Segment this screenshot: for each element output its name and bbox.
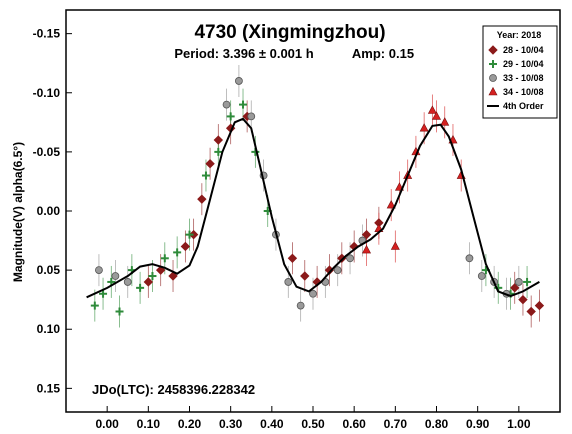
data-point-plus — [214, 147, 223, 156]
x-tick-label: 0.70 — [384, 417, 408, 431]
data-point-circle — [514, 278, 523, 286]
data-point-circle — [333, 266, 342, 275]
data-point-circle — [247, 112, 256, 121]
data-point-triangle — [390, 241, 400, 250]
legend-label: 34 - 10/08 — [503, 87, 544, 97]
data-point-plus — [523, 277, 532, 286]
legend-swatch-circle — [489, 74, 497, 82]
data-point-triangle — [386, 199, 396, 209]
data-point-diamond — [213, 135, 224, 145]
data-point-plus — [239, 100, 248, 109]
data-point-circle — [95, 266, 103, 275]
x-tick-label: 0.40 — [260, 417, 284, 431]
data-point-plus — [136, 283, 145, 292]
data-point-plus — [148, 272, 157, 281]
legend-box — [482, 25, 558, 119]
data-point-triangle — [440, 117, 450, 126]
x-tick-label: 1.00 — [507, 417, 531, 431]
fit-curve-group — [86, 117, 540, 299]
data-point-circle — [284, 278, 293, 286]
legend: Year: 2018 28 - 10/04 29 - 10/04 33 - 10/0… — [482, 25, 558, 119]
y-tick-label: -0.15 — [33, 27, 61, 41]
y-tick-label: 0.05 — [37, 263, 61, 277]
data-point-triangle — [362, 244, 372, 254]
data-point-diamond — [287, 253, 298, 264]
y-tick-label: 0.00 — [37, 204, 61, 218]
x-tick-label: 0.90 — [466, 417, 490, 431]
legend-swatch-plus — [489, 60, 497, 68]
y-tick-label: 0.15 — [37, 381, 61, 395]
data-point-diamond — [168, 271, 178, 281]
fit-curve — [86, 117, 540, 299]
data-point-plus — [226, 112, 235, 121]
x-tick-label: 0.30 — [219, 417, 243, 431]
legend-swatch-triangle — [488, 86, 498, 96]
data-point-circle — [123, 278, 132, 286]
data-point-plus — [201, 171, 210, 180]
data-point-circle — [465, 254, 474, 263]
legend-title: Year: 2018 — [497, 30, 542, 40]
data-point-diamond — [361, 229, 372, 240]
data-point-diamond — [526, 306, 536, 317]
data-point-plus — [99, 289, 108, 298]
data-point-triangle — [427, 105, 437, 114]
data-point-plus — [185, 230, 194, 239]
data-point-diamond — [300, 271, 310, 281]
x-tick-label: 0.10 — [137, 417, 161, 431]
legend-label: 28 - 10/04 — [503, 45, 544, 55]
data-point-plus — [115, 307, 124, 316]
data-point-diamond — [510, 283, 520, 293]
data-point-diamond — [143, 277, 154, 287]
period-label: Period: 3.396 ± 0.001 h — [174, 46, 313, 61]
legend-label: 29 - 10/04 — [503, 59, 544, 69]
data-point-diamond — [205, 158, 215, 169]
data-point-diamond — [180, 241, 191, 252]
jd-annotation: JDo(LTC): 2458396.228342 — [92, 382, 255, 397]
y-tick-label: -0.10 — [33, 86, 61, 100]
data-point-circle — [477, 272, 486, 280]
legend-swatch-diamond — [488, 45, 498, 55]
plot-frame — [65, 9, 561, 413]
chart-title: 4730 (Xingmingzhou) — [194, 22, 385, 43]
data-point-circle — [346, 254, 354, 263]
data-points — [90, 77, 545, 317]
data-point-triangle — [432, 111, 441, 120]
data-point-circle — [234, 77, 243, 85]
legend-label: 33 - 10/08 — [503, 73, 544, 83]
y-tick-label: 0.10 — [37, 322, 61, 336]
data-point-plus — [173, 248, 182, 257]
amplitude-label: Amp: 0.15 — [352, 46, 414, 61]
y-axis-label: Magnitude(V) alpha(6.5°) — [11, 142, 25, 282]
data-point-circle — [111, 272, 120, 280]
axis-ticks: 0.00 0.10 0.20 0.30 0.40 0.50 0.60 0.70 0.80 0.90… — [33, 27, 531, 431]
data-point-circle — [296, 301, 305, 310]
x-tick-label: 0.50 — [301, 417, 325, 431]
data-point-diamond — [518, 294, 528, 305]
data-point-plus — [160, 254, 169, 263]
x-tick-label: 0.00 — [95, 417, 119, 431]
data-point-circle — [222, 100, 231, 109]
y-tick-label: -0.05 — [33, 145, 61, 159]
data-point-circle — [309, 289, 317, 298]
x-tick-label: 0.20 — [178, 417, 202, 431]
legend-label: 4th Order — [503, 101, 544, 111]
data-point-diamond — [188, 229, 199, 240]
data-point-diamond — [534, 300, 545, 311]
data-point-triangle — [419, 123, 429, 132]
data-point-diamond — [197, 194, 207, 204]
x-tick-label: 0.60 — [342, 417, 366, 431]
x-tick-label: 0.80 — [425, 417, 449, 431]
data-point-plus — [90, 301, 99, 310]
